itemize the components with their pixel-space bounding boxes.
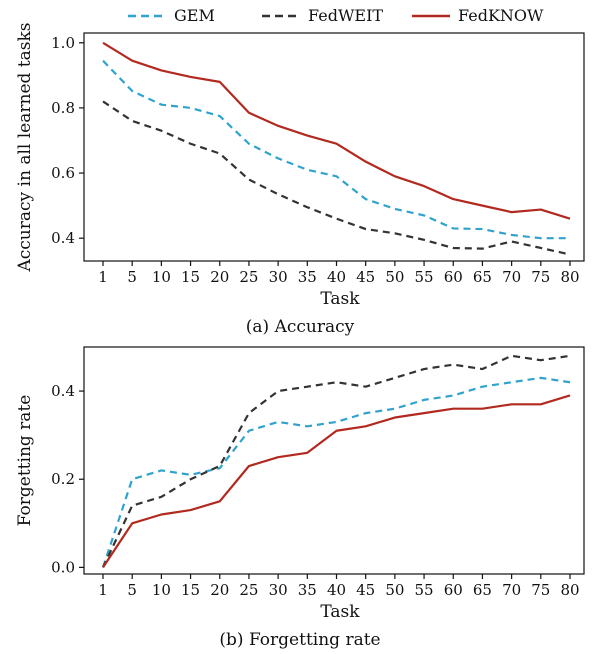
x-tick-label: 5 [127,581,137,599]
x-tick-label: 40 [327,581,346,599]
chart-caption: (b) Forgetting rate [219,630,380,650]
x-tick-label: 20 [210,581,229,599]
y-tick-label: 0.4 [51,229,75,247]
x-tick-label: 40 [327,268,346,286]
x-tick-label: 25 [239,268,258,286]
y-tick-label: 0.6 [51,164,75,182]
x-tick-label: 35 [298,581,317,599]
y-tick-label: 0.8 [51,99,75,117]
legend: GEM FedWEIT FedKNOW [128,6,544,25]
plot-frame [83,32,585,262]
x-tick-label: 10 [152,581,171,599]
x-tick-label: 80 [560,581,579,599]
x-tick-label: 45 [356,268,375,286]
y-tick-label: 0.4 [51,382,75,400]
x-axis-label: Task [320,289,360,309]
x-tick-label: 30 [269,268,288,286]
y-axis-label: Forgetting rate [15,395,35,527]
x-tick-label: 50 [385,581,404,599]
series-line-gem [101,376,571,568]
x-tick-label: 35 [298,268,317,286]
x-tick-label: 1 [98,581,108,599]
x-tick-label: 60 [444,268,463,286]
x-tick-label: 75 [531,268,550,286]
legend-label-fedknow: FedKNOW [458,6,544,25]
x-tick-label: 1 [98,268,108,286]
x-tick-label: 60 [444,581,463,599]
y-tick-label: 0.2 [51,470,75,488]
y-axis-label: Accuracy in all learned tasks [15,22,35,272]
series-line-fedweit [102,354,571,568]
x-tick-label: 75 [531,581,550,599]
x-tick-label: 55 [415,581,434,599]
x-tick-label: 30 [269,581,288,599]
forgetting-rate-chart: 1 5 10 15 20 25 30 35 40 45 50 55 60 65 70 75 800.00.20.… [15,346,585,650]
x-tick-label: 15 [181,268,200,286]
series-line-gem [102,59,570,240]
x-tick-label: 20 [210,268,229,286]
legend-label-gem: GEM [174,6,215,25]
chart-caption: (a) Accuracy [246,317,355,337]
series-line-fedknow [102,41,571,220]
x-tick-label: 45 [356,581,375,599]
series-line-fedknow [102,394,571,568]
x-tick-label: 65 [473,581,492,599]
x-tick-label: 70 [502,581,521,599]
y-tick-label: 1.0 [51,34,75,52]
legend-label-fedweit: FedWEIT [308,6,383,25]
x-axis-label: Task [320,602,360,622]
x-tick-label: 70 [502,268,521,286]
x-tick-label: 80 [560,268,579,286]
x-tick-label: 25 [239,581,258,599]
plot-frame [83,346,585,575]
y-tick-label: 0.0 [51,558,75,576]
x-tick-label: 65 [473,268,492,286]
series-line-fedweit [102,100,571,256]
x-tick-label: 10 [152,268,171,286]
x-tick-label: 50 [385,268,404,286]
x-tick-label: 15 [181,581,200,599]
accuracy-chart: 1 5 10 15 20 25 30 35 40 45 50 55 60 65 70 75 800.40.60.… [15,22,585,337]
x-tick-label: 55 [415,268,434,286]
x-tick-label: 5 [127,268,137,286]
